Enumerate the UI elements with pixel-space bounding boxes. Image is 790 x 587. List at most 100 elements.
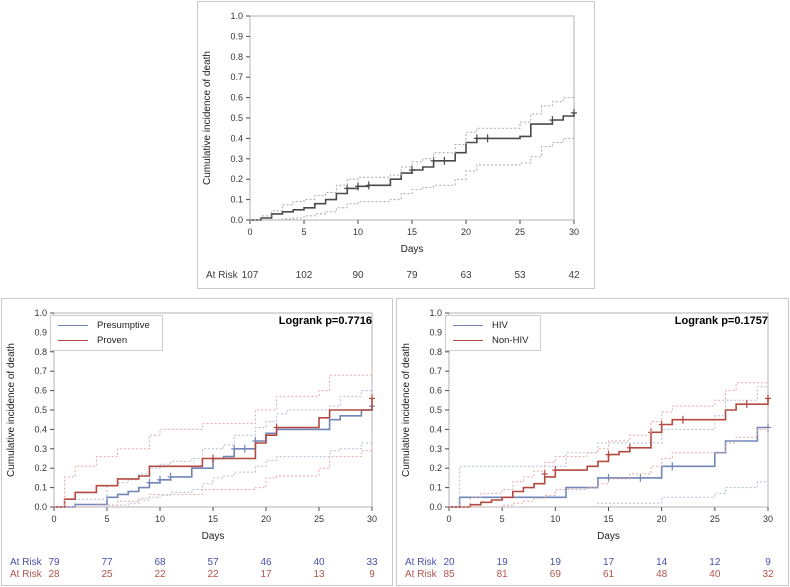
- y-tick-label: 0.1: [34, 483, 47, 493]
- censor-mark-hiv: [637, 473, 644, 482]
- y-tick-label: 0.9: [230, 31, 243, 41]
- x-tick-label: 0: [247, 227, 252, 237]
- x-tick-label: 20: [461, 227, 471, 237]
- series-non-hiv: [449, 398, 769, 508]
- y-tick-label: 0.6: [230, 93, 243, 103]
- y-tick-label: 0.0: [34, 502, 47, 512]
- censor-mark-all-patients: [365, 181, 372, 190]
- logrank-annotation-left: Logrank p=0.7716: [278, 315, 372, 327]
- y-axis-title: Cumulative incidence of death: [6, 343, 17, 477]
- censor-mark-non-hiv: [605, 450, 612, 459]
- y-tick-label: 0.3: [429, 444, 442, 454]
- y-tick-label: 0.7: [34, 366, 47, 376]
- legend-label-hiv: HIV: [492, 320, 508, 331]
- x-tick-label: 5: [500, 514, 505, 524]
- censor-mark-non-hiv: [626, 443, 633, 452]
- legend-item-proven: Proven: [58, 335, 150, 346]
- x-tick-label: 25: [710, 514, 720, 524]
- censor-mark-all-patients: [344, 184, 351, 193]
- series-hiv: [449, 426, 768, 508]
- censor-mark-non-hiv: [541, 470, 548, 479]
- y-tick-label: 0.5: [34, 405, 47, 415]
- x-tick-label: 25: [314, 514, 324, 524]
- legend-line-sample-nonhiv: [453, 340, 483, 341]
- x-tick-label: 20: [261, 514, 271, 524]
- censor-mark-presumptive: [231, 444, 238, 453]
- censor-mark-non-hiv: [552, 466, 559, 475]
- y-tick-label: 0.1: [230, 195, 243, 205]
- censor-mark-presumptive: [146, 478, 153, 487]
- legend-label-proven: Proven: [97, 335, 128, 346]
- censor-mark-all-patients: [549, 116, 556, 125]
- series-proven-upper-95-ci: [54, 365, 373, 508]
- y-tick-label: 1.0: [34, 308, 47, 318]
- series-presumptive: [54, 406, 373, 508]
- y-tick-label: 0.6: [34, 386, 47, 396]
- series-all-patients-upper-95-ci: [250, 93, 575, 221]
- km-panel-overall: 0.0 0.1 0.2 0.3 0.4 0.5 0.6 0.7 0.8 0.9 1.0 0 5 10 15 2…: [197, 1, 595, 289]
- censor-mark-presumptive: [157, 475, 163, 484]
- x-tick-label: 30: [569, 227, 579, 237]
- legend-line-sample-hiv: [453, 325, 483, 326]
- x-tick-label: 5: [104, 514, 109, 524]
- km-plot-overall: 0.0 0.1 0.2 0.3 0.4 0.5 0.6 0.7 0.8 0.9 1.0 0 5 10 15 2…: [202, 11, 579, 255]
- x-tick-label: 20: [657, 514, 667, 524]
- legend-item-nonhiv: Non-HIV: [453, 335, 528, 346]
- censor-mark-non-hiv: [658, 420, 665, 429]
- legend-hiv-vs-nonhiv: HIV Non-HIV: [445, 315, 542, 351]
- legend-item-hiv: HIV: [453, 320, 528, 331]
- y-tick-label: 0.4: [429, 424, 442, 434]
- y-tick-label: 0.5: [429, 405, 442, 415]
- censor-mark-proven: [369, 394, 375, 403]
- censor-mark-hiv: [765, 423, 771, 432]
- y-tick-label: 0.6: [429, 386, 442, 396]
- series-proven: [54, 398, 373, 508]
- y-tick-label: 0.9: [429, 327, 442, 337]
- censor-mark-hiv: [669, 462, 676, 471]
- x-axis-title: Days: [597, 531, 620, 542]
- y-tick-label: 1.0: [429, 308, 442, 318]
- series-non-hiv-lower-95-ci: [449, 425, 769, 508]
- x-tick-label: 10: [155, 514, 165, 524]
- legend-label-nonhiv: Non-HIV: [492, 335, 529, 346]
- censor-mark-non-hiv: [743, 400, 750, 409]
- x-tick-label: 25: [515, 227, 525, 237]
- y-tick-label: 1.0: [230, 11, 243, 21]
- series-all-patients: [250, 112, 575, 221]
- x-tick-label: 30: [367, 514, 377, 524]
- km-panel-hiv-vs-nonhiv: 0.0 0.1 0.2 0.3 0.4 0.5 0.6 0.7 0.8 0.9 1.0 0 5 10 15 2…: [396, 298, 789, 586]
- series-hiv-lower-95-ci: [449, 474, 769, 508]
- x-tick-label: 5: [301, 227, 306, 237]
- censor-mark-all-patients: [571, 108, 577, 117]
- y-tick-label: 0.9: [34, 327, 47, 337]
- censor-mark-all-patients: [441, 156, 448, 165]
- series-non-hiv-upper-95-ci: [449, 379, 769, 508]
- logrank-annotation-right: Logrank p=0.1757: [674, 315, 768, 327]
- x-tick-label: 15: [603, 514, 613, 524]
- y-tick-label: 0.2: [34, 463, 47, 473]
- censor-mark-non-hiv: [679, 415, 686, 424]
- legend-line-sample-proven: [58, 340, 88, 341]
- series-presumptive-upper-95-ci: [54, 386, 373, 508]
- km-panel-presumptive-vs-proven: 0.0 0.1 0.2 0.3 0.4 0.5 0.6 0.7 0.8 0.9 1.0 0 5 10 15 2…: [1, 298, 393, 586]
- series-presumptive-lower-95-ci: [54, 431, 373, 508]
- y-tick-label: 0.3: [230, 154, 243, 164]
- x-tick-label: 15: [407, 227, 417, 237]
- censor-mark-presumptive: [241, 444, 248, 453]
- y-tick-label: 0.4: [34, 424, 47, 434]
- y-axis-title: Cumulative incidence of death: [202, 51, 213, 185]
- x-tick-label: 0: [51, 514, 56, 524]
- x-tick-label: 0: [446, 514, 451, 524]
- censor-mark-all-patients: [484, 134, 491, 143]
- y-tick-label: 0.7: [230, 72, 243, 82]
- y-tick-label: 0.0: [429, 502, 442, 512]
- y-tick-label: 0.8: [429, 347, 442, 357]
- censor-mark-presumptive: [167, 472, 174, 481]
- y-axis-title: Cumulative incidence of death: [401, 343, 412, 477]
- x-tick-label: 30: [763, 514, 773, 524]
- censor-mark-all-patients: [355, 182, 361, 191]
- x-axis-title: Days: [401, 244, 424, 255]
- y-tick-label: 0.3: [34, 444, 47, 454]
- x-tick-label: 15: [208, 514, 218, 524]
